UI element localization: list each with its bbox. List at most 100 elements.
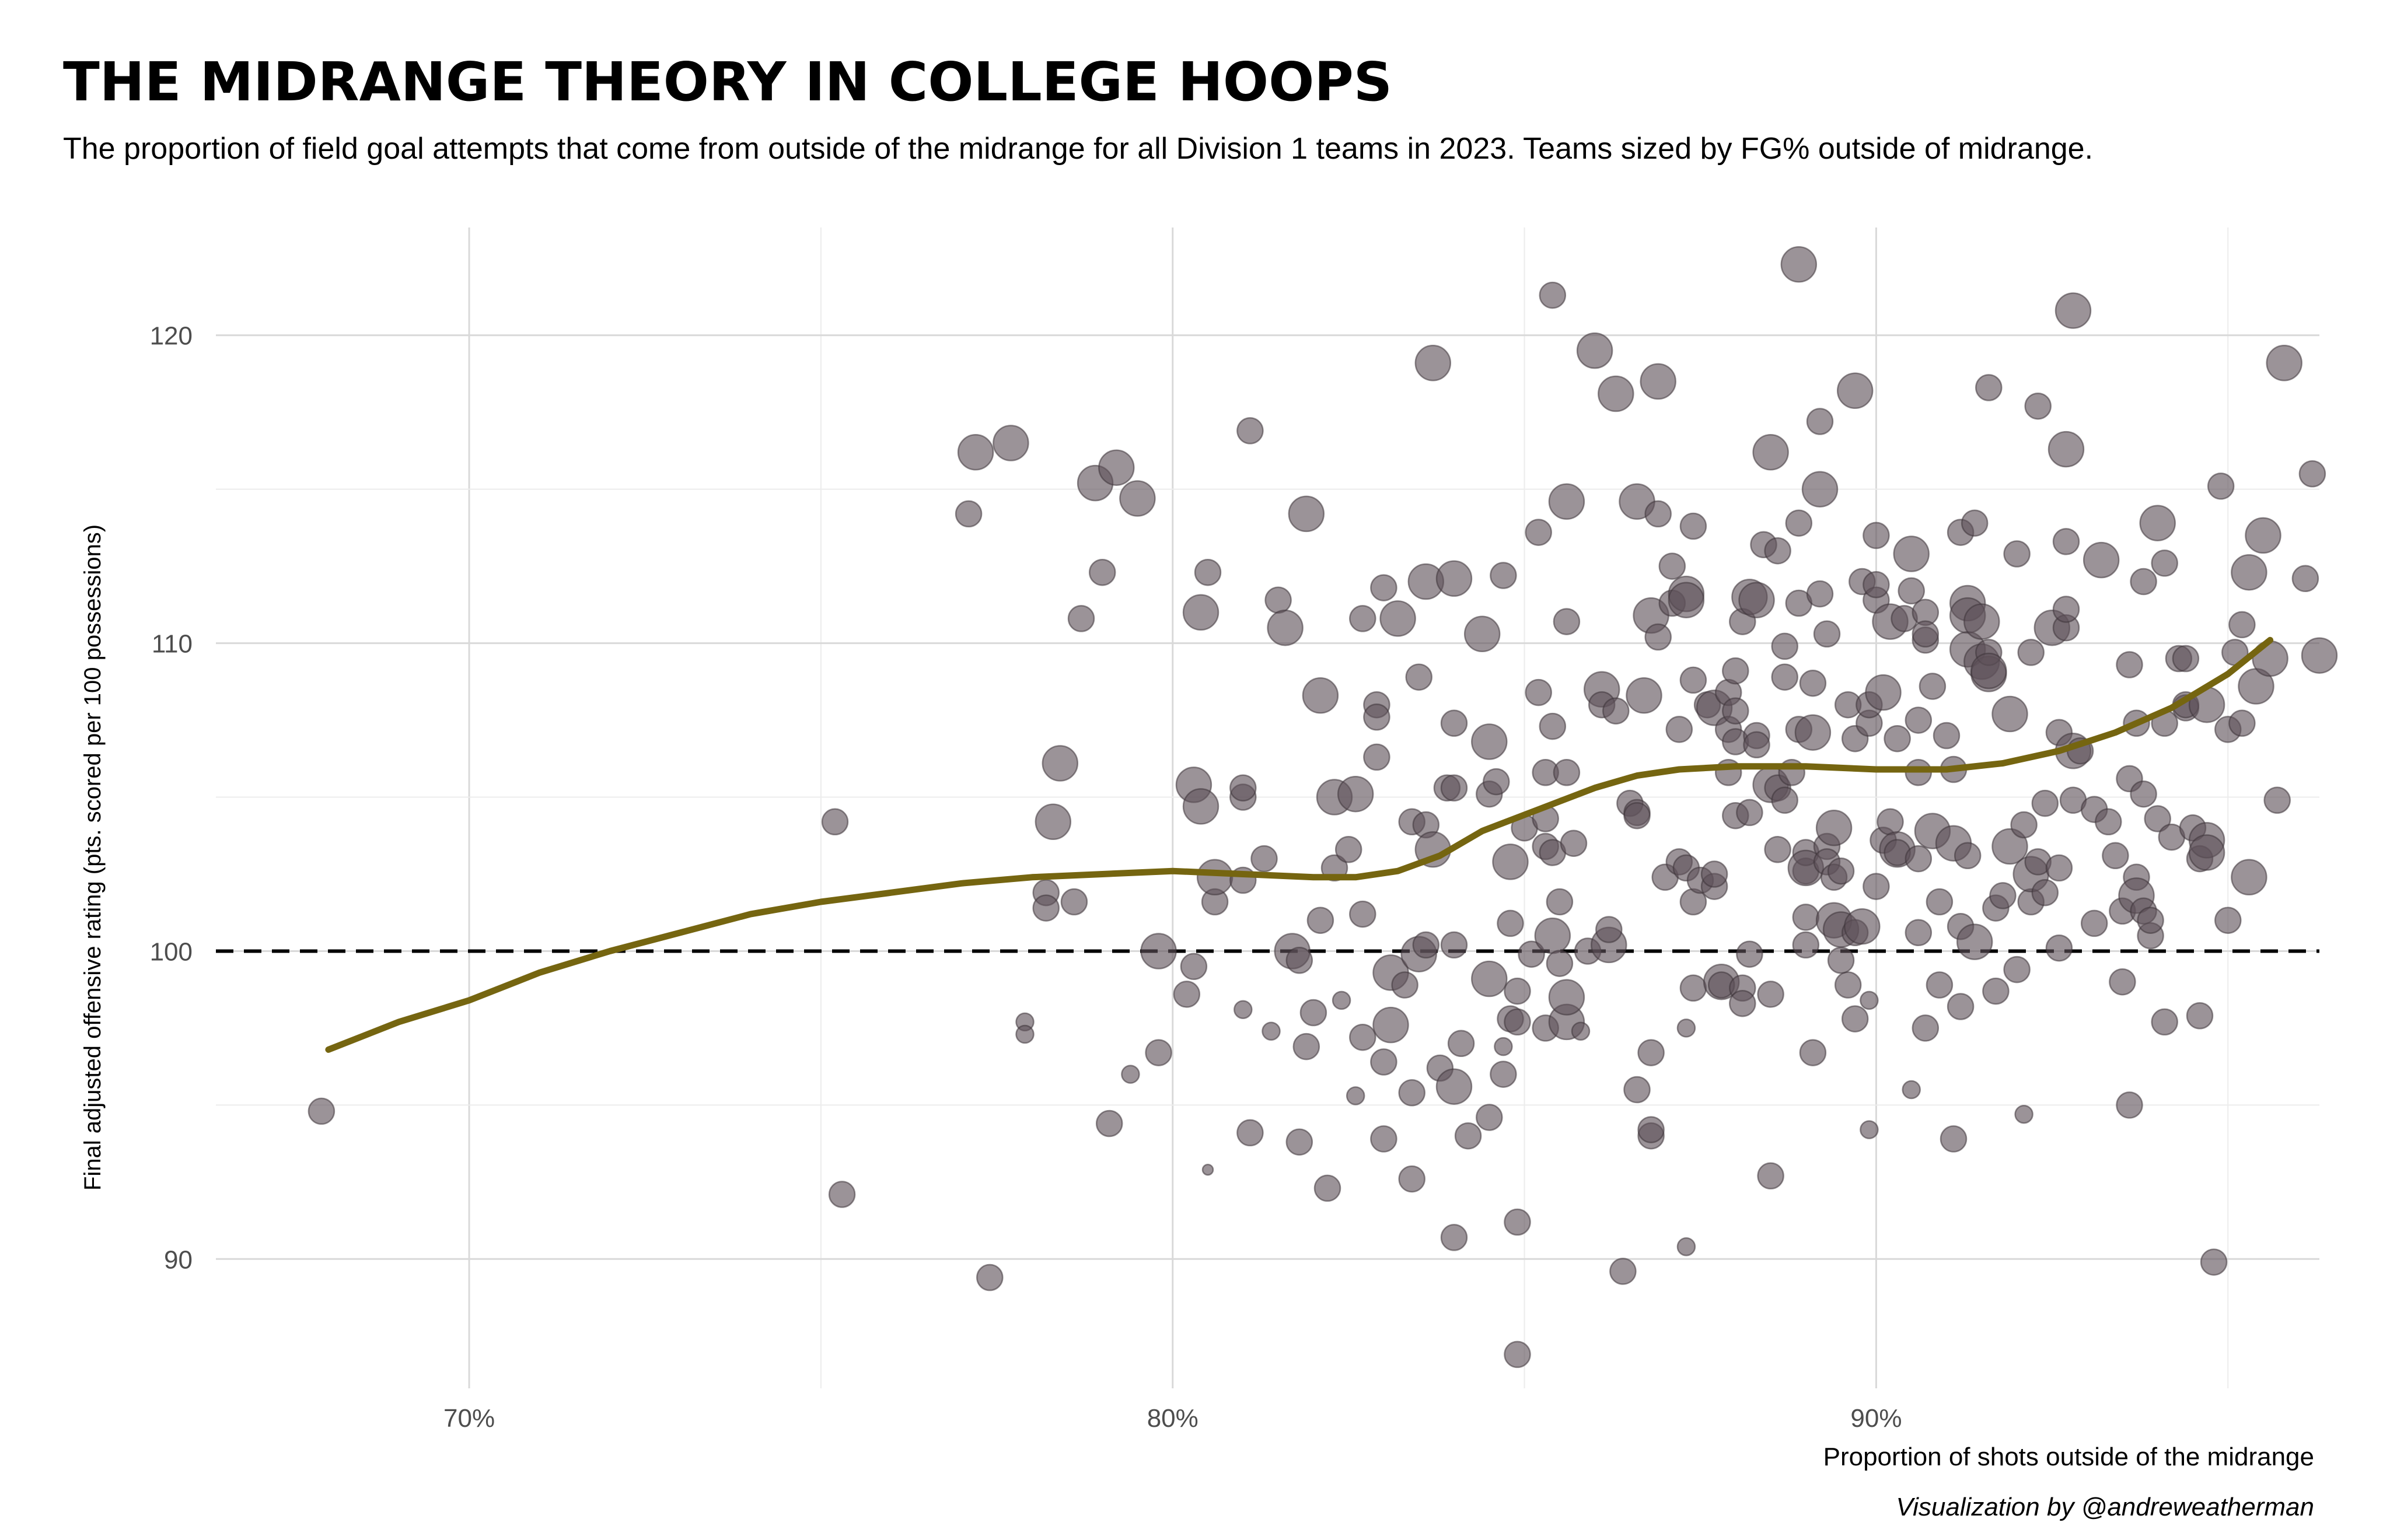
team-point — [2116, 1091, 2143, 1119]
team-point — [2263, 786, 2291, 814]
y-tick-labels: 90 100 110 120 — [150, 322, 193, 1275]
x-axis-label: Proportion of shots outside of the midra… — [1823, 1443, 2314, 1471]
team-point — [1483, 768, 1510, 796]
team-point — [1539, 281, 1567, 309]
team-point — [1267, 609, 1304, 646]
team-point — [1865, 674, 1902, 711]
team-point — [2245, 517, 2281, 554]
team-point — [1398, 1165, 1425, 1193]
team-point — [1447, 1030, 1475, 1058]
team-point — [1145, 1039, 1172, 1066]
team-point — [1989, 882, 2017, 909]
team-point — [2214, 907, 2242, 934]
y-tick-label: 100 — [150, 937, 193, 966]
team-point — [1229, 774, 1257, 802]
team-point — [308, 1097, 336, 1125]
team-point — [1504, 977, 1531, 1005]
team-point — [1863, 571, 1890, 598]
team-point — [1893, 536, 1930, 572]
team-point — [1954, 842, 1982, 870]
team-point — [2003, 956, 2031, 984]
team-point — [1912, 1014, 1940, 1042]
team-point — [1644, 623, 1672, 651]
team-point — [1752, 434, 1789, 471]
team-point — [1140, 933, 1177, 970]
team-point — [1525, 519, 1552, 546]
team-point — [1963, 603, 2000, 640]
team-point — [1264, 586, 1292, 614]
team-point — [1518, 940, 1545, 968]
team-point — [1088, 558, 1116, 586]
team-point — [1196, 859, 1234, 896]
team-point — [1313, 1174, 1341, 1202]
team-point — [1194, 558, 1222, 586]
team-point — [1490, 562, 1517, 589]
team-point — [1346, 1086, 1365, 1105]
team-point — [1729, 989, 1756, 1017]
x-tick-label: 70% — [443, 1404, 495, 1433]
team-point — [1898, 577, 1925, 605]
team-point — [1363, 743, 1390, 771]
team-point — [1679, 512, 1707, 540]
team-point — [1180, 953, 1208, 981]
y-tick-label: 90 — [164, 1245, 193, 1274]
team-point — [1991, 828, 2028, 865]
team-point — [2231, 859, 2267, 896]
team-point — [1975, 374, 2003, 401]
team-point — [1534, 917, 1571, 954]
team-point — [2130, 780, 2157, 808]
team-point — [1405, 663, 1432, 691]
team-point — [2052, 528, 2080, 555]
team-point — [1236, 417, 1264, 444]
team-point — [1623, 802, 1651, 830]
team-point — [1288, 495, 1325, 533]
team-point — [1961, 509, 1989, 537]
team-point — [1042, 745, 1079, 782]
team-point — [1504, 1008, 1531, 1036]
team-point — [1626, 677, 1662, 714]
team-point — [1676, 1237, 1696, 1256]
team-point — [1919, 673, 1947, 700]
team-point — [1757, 1162, 1784, 1190]
team-point — [1933, 722, 1961, 750]
team-point — [1780, 246, 1818, 283]
team-point — [1370, 574, 1397, 601]
team-point — [2095, 808, 2122, 836]
team-point — [1926, 888, 1954, 916]
team-point — [1435, 1068, 1473, 1105]
team-point — [1236, 1119, 1264, 1147]
team-point — [1926, 971, 1954, 999]
team-point — [2014, 1104, 2033, 1124]
team-point — [1332, 991, 1351, 1010]
team-point — [1836, 372, 1874, 410]
team-point — [2045, 934, 2073, 962]
team-point — [955, 500, 983, 528]
team-point — [1095, 1110, 1123, 1138]
team-point — [1806, 408, 1834, 435]
team-point — [2082, 541, 2120, 579]
team-point — [1806, 580, 1834, 608]
team-point — [1813, 620, 1841, 648]
team-point — [2151, 1008, 2178, 1036]
team-point — [2045, 854, 2073, 882]
x-tick-labels: 70% 80% 90% — [443, 1404, 1902, 1433]
team-point — [1658, 552, 1686, 580]
team-point — [2188, 834, 2225, 871]
team-point — [1902, 1080, 1921, 1100]
team-point — [1349, 1023, 1376, 1051]
team-point — [1548, 979, 1585, 1016]
team-point — [1182, 788, 1220, 825]
team-point — [1834, 971, 1862, 999]
team-point — [1548, 483, 1585, 520]
team-point — [1644, 500, 1672, 528]
team-point — [1736, 799, 1763, 827]
y-tick-label: 120 — [150, 322, 193, 351]
team-point — [2207, 473, 2235, 500]
team-point — [1792, 931, 1820, 959]
team-point — [1771, 786, 1798, 814]
team-point — [1940, 1125, 1968, 1153]
team-point — [2172, 645, 2200, 673]
team-point — [1764, 836, 1791, 863]
team-point — [1471, 723, 1508, 760]
